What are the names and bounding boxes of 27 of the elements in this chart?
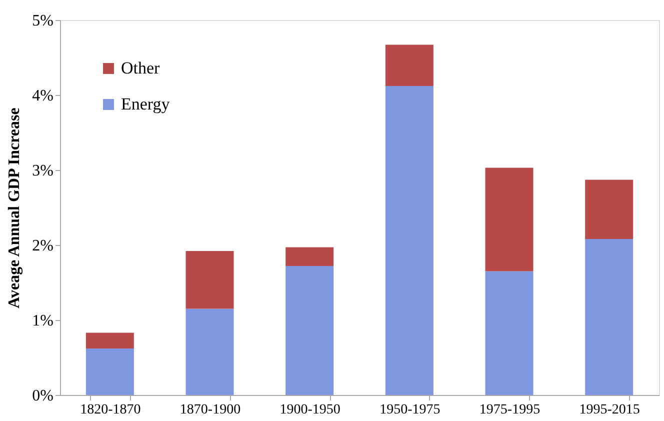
bar [286, 266, 334, 395]
legend-label: Other [121, 58, 160, 78]
bar [585, 180, 634, 239]
y-tick-label: 5% [32, 12, 54, 30]
y-tick-label: 3% [32, 162, 54, 180]
x-tick-label: 1995-2015 [579, 402, 640, 418]
bar [485, 271, 534, 395]
bar [186, 251, 234, 309]
bar [286, 247, 334, 266]
x-tick-label: 1900-1950 [280, 402, 340, 418]
y-tick-label: 1% [32, 312, 54, 330]
bar [385, 44, 434, 86]
y-axis-title: Aveage Annual GDP Increase [6, 108, 24, 308]
x-tick-label: 1870-1900 [180, 402, 241, 418]
bar [186, 308, 234, 395]
x-tick-label: 1975-1995 [479, 402, 540, 418]
bar [485, 168, 534, 272]
y-tick-label: 0% [32, 388, 54, 404]
bar [86, 348, 134, 395]
bar [385, 86, 434, 395]
bar [585, 239, 634, 395]
bar [86, 332, 134, 348]
y-tick-label: 2% [32, 238, 54, 254]
y-tick-label: 4% [32, 88, 54, 104]
x-tick-label: 1820-1870 [80, 402, 141, 418]
x-tick-label: 1950-1975 [380, 402, 440, 418]
legend-label: Energy [121, 94, 170, 114]
